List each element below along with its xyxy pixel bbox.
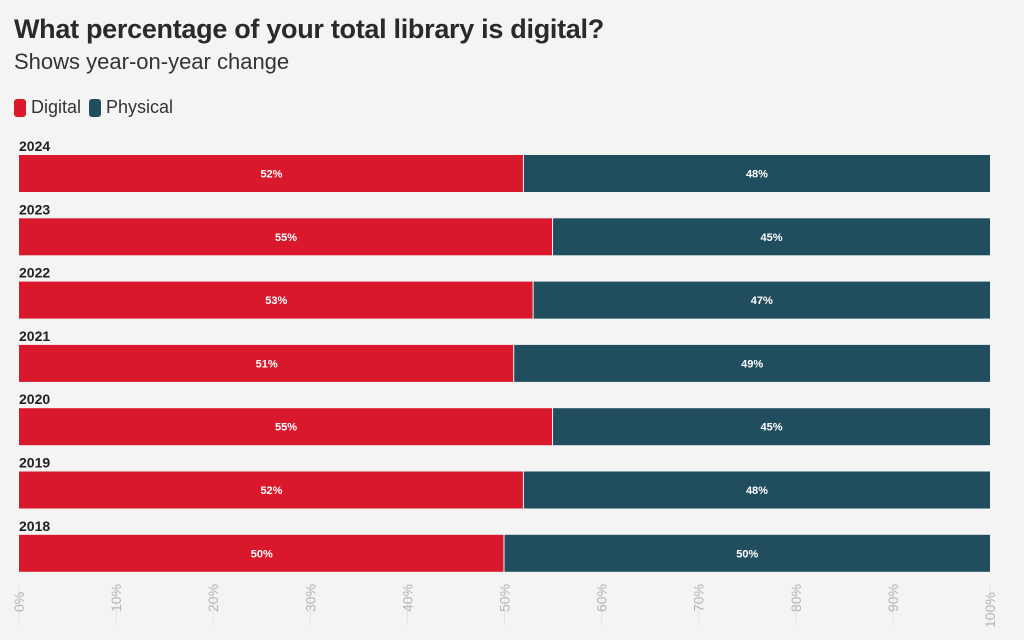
x-tick-label: 70% bbox=[691, 584, 707, 612]
x-tick-label: 50% bbox=[497, 584, 513, 612]
bar-digital bbox=[19, 218, 553, 256]
legend-label-physical: Physical bbox=[106, 97, 174, 117]
data-label: 55% bbox=[275, 422, 297, 434]
legend-swatch-physical bbox=[89, 98, 102, 117]
data-label: 49% bbox=[741, 358, 763, 370]
data-label: 48% bbox=[746, 169, 768, 181]
data-label: 53% bbox=[265, 295, 287, 307]
legend-swatch-digital bbox=[14, 98, 26, 117]
x-tick-label: 60% bbox=[594, 584, 610, 612]
bar-physical bbox=[514, 344, 990, 382]
category-label: 2023 bbox=[19, 201, 50, 217]
bar-physical bbox=[523, 155, 990, 192]
x-tick-label: 90% bbox=[885, 584, 901, 612]
x-tick-label: 100% bbox=[982, 592, 998, 628]
bar-physical bbox=[553, 218, 990, 256]
category-label: 2018 bbox=[19, 518, 50, 534]
x-tick-label: 0% bbox=[11, 592, 27, 612]
bar-physical bbox=[523, 471, 990, 509]
data-label: 50% bbox=[251, 548, 273, 560]
x-tick-label: 10% bbox=[108, 584, 124, 612]
data-label: 55% bbox=[275, 232, 297, 244]
bar-physical bbox=[533, 281, 990, 319]
x-tick-label: 80% bbox=[788, 584, 804, 612]
bar-digital bbox=[19, 471, 523, 509]
legend-item-digital[interactable]: Digital bbox=[14, 97, 81, 118]
category-label: 2020 bbox=[19, 391, 50, 407]
data-label: 50% bbox=[736, 548, 758, 560]
bar-digital bbox=[19, 408, 553, 446]
data-label: 52% bbox=[260, 169, 282, 181]
bar-digital bbox=[19, 534, 504, 572]
bar-digital bbox=[19, 281, 533, 319]
category-label: 2024 bbox=[19, 138, 50, 154]
bar-digital bbox=[19, 155, 523, 192]
data-label: 52% bbox=[260, 485, 282, 497]
x-tick-label: 30% bbox=[302, 584, 318, 612]
bar-physical bbox=[504, 534, 990, 572]
bar-physical bbox=[553, 408, 990, 446]
category-label: 2021 bbox=[19, 328, 50, 344]
data-label: 48% bbox=[746, 485, 768, 497]
data-label: 47% bbox=[751, 295, 773, 307]
data-label: 45% bbox=[761, 232, 783, 244]
data-label: 45% bbox=[761, 422, 783, 434]
x-tick-label: 20% bbox=[205, 584, 221, 612]
x-tick-label: 40% bbox=[399, 584, 415, 612]
data-label: 51% bbox=[256, 358, 278, 370]
category-label: 2019 bbox=[19, 455, 50, 471]
chart-subtitle: Shows year-on-year change bbox=[14, 49, 290, 74]
legend-item-physical[interactable]: Physical bbox=[89, 97, 173, 118]
legend-label-digital: Digital bbox=[31, 97, 82, 117]
category-label: 2022 bbox=[19, 265, 50, 281]
bar-digital bbox=[19, 344, 514, 382]
legend: Digital Physical bbox=[14, 97, 181, 118]
chart-title: What percentage of your total library is… bbox=[14, 14, 604, 44]
